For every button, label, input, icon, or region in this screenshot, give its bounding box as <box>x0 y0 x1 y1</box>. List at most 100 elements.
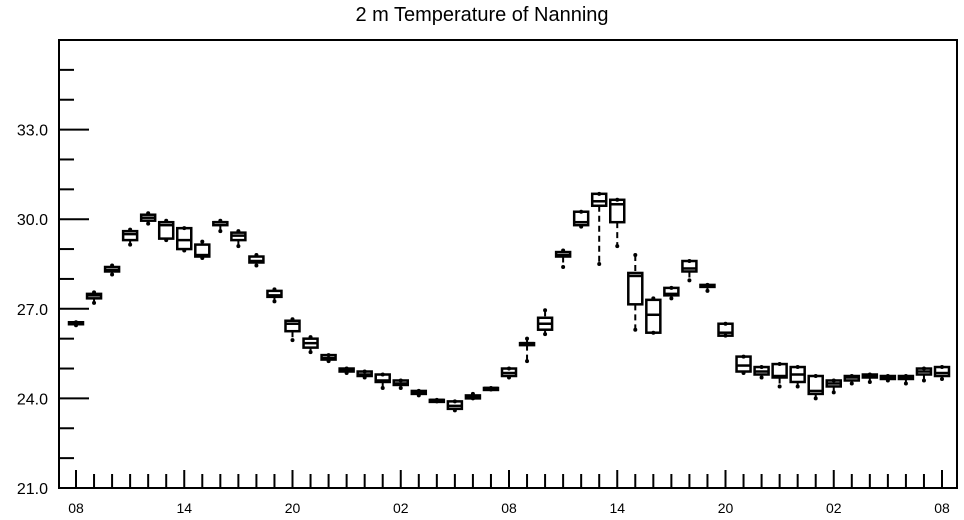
min-marker <box>759 375 764 380</box>
box-item <box>699 282 716 293</box>
box-item <box>320 353 337 364</box>
min-marker <box>633 327 638 332</box>
box-item <box>897 374 915 386</box>
box-item <box>663 285 680 301</box>
box-iqr <box>284 319 301 333</box>
max-marker <box>597 191 602 196</box>
min-marker <box>561 264 566 269</box>
max-marker <box>669 285 674 290</box>
box-item <box>807 374 824 401</box>
max-marker <box>182 226 187 231</box>
max-marker <box>398 378 403 383</box>
max-marker <box>705 282 710 287</box>
box-item <box>464 391 482 401</box>
min-marker <box>940 376 944 381</box>
box-item <box>194 239 211 261</box>
x-tick-label: 14 <box>176 500 192 516</box>
min-marker <box>254 263 259 268</box>
box-item <box>428 397 446 404</box>
max-marker <box>164 218 169 223</box>
min-marker <box>795 384 800 389</box>
max-marker <box>470 391 475 396</box>
max-marker <box>200 239 205 244</box>
box-item <box>572 209 590 229</box>
min-marker <box>380 385 385 390</box>
max-marker <box>416 388 421 393</box>
min-marker <box>543 332 548 337</box>
max-marker <box>362 369 367 374</box>
min-marker <box>777 384 782 389</box>
max-marker <box>236 229 241 234</box>
max-marker <box>831 378 836 383</box>
box-item <box>915 366 933 383</box>
box-item <box>753 365 770 380</box>
min-marker <box>705 288 710 293</box>
min-marker <box>272 299 277 304</box>
box-item <box>103 263 121 277</box>
box-item <box>410 388 428 398</box>
max-marker <box>741 354 746 359</box>
max-marker <box>543 308 548 313</box>
min-marker <box>452 408 457 413</box>
box-item <box>681 259 698 283</box>
min-marker <box>921 378 926 383</box>
box-item <box>645 296 662 335</box>
box-item <box>266 287 283 304</box>
max-marker <box>795 365 800 370</box>
min-marker <box>218 229 223 234</box>
min-marker <box>597 262 602 266</box>
box-item <box>338 366 355 376</box>
box-iqr <box>735 355 752 373</box>
box-item <box>879 374 897 383</box>
box-item <box>771 362 788 389</box>
y-axis: 21.0 24.0 27.0 30.0 33.0 <box>17 39 89 498</box>
min-marker <box>416 393 421 398</box>
max-marker <box>110 263 115 268</box>
box-item <box>85 290 103 305</box>
max-marker <box>849 374 854 378</box>
min-marker <box>200 256 205 261</box>
min-marker <box>398 385 403 390</box>
box-item <box>554 248 572 269</box>
max-marker <box>218 218 223 223</box>
box-item <box>374 372 391 390</box>
box-item <box>230 229 247 249</box>
min-marker <box>741 371 746 376</box>
min-marker <box>651 330 656 335</box>
x-tick-label: 08 <box>934 500 950 516</box>
chart-title: 2 m Temperature of Nanning <box>355 4 609 26</box>
box-item <box>302 335 319 355</box>
max-marker <box>507 366 511 371</box>
max-marker <box>254 253 259 258</box>
max-marker <box>308 335 313 340</box>
min-marker <box>831 390 836 395</box>
max-marker <box>813 374 818 378</box>
min-marker <box>507 375 511 380</box>
max-marker <box>921 366 926 371</box>
box-item <box>861 372 879 384</box>
box-item <box>248 253 265 268</box>
max-marker <box>128 227 133 232</box>
box-iqr <box>176 226 193 251</box>
max-marker <box>344 366 349 371</box>
min-marker <box>903 381 908 386</box>
min-marker <box>128 242 133 247</box>
box-item <box>518 336 536 364</box>
box-item <box>356 369 373 380</box>
box-item <box>284 317 301 343</box>
min-marker <box>579 224 584 229</box>
box-item <box>67 320 85 328</box>
box-item <box>627 253 644 332</box>
max-marker <box>488 385 493 390</box>
min-marker <box>110 272 115 277</box>
min-marker <box>326 359 331 364</box>
min-marker <box>164 238 169 243</box>
max-marker <box>867 372 872 377</box>
y-tick-label: 30.0 <box>17 212 48 229</box>
box-item <box>609 197 626 249</box>
min-marker <box>146 221 151 226</box>
max-marker <box>326 353 331 358</box>
y-tick-label: 24.0 <box>17 391 48 408</box>
min-marker <box>236 244 241 249</box>
